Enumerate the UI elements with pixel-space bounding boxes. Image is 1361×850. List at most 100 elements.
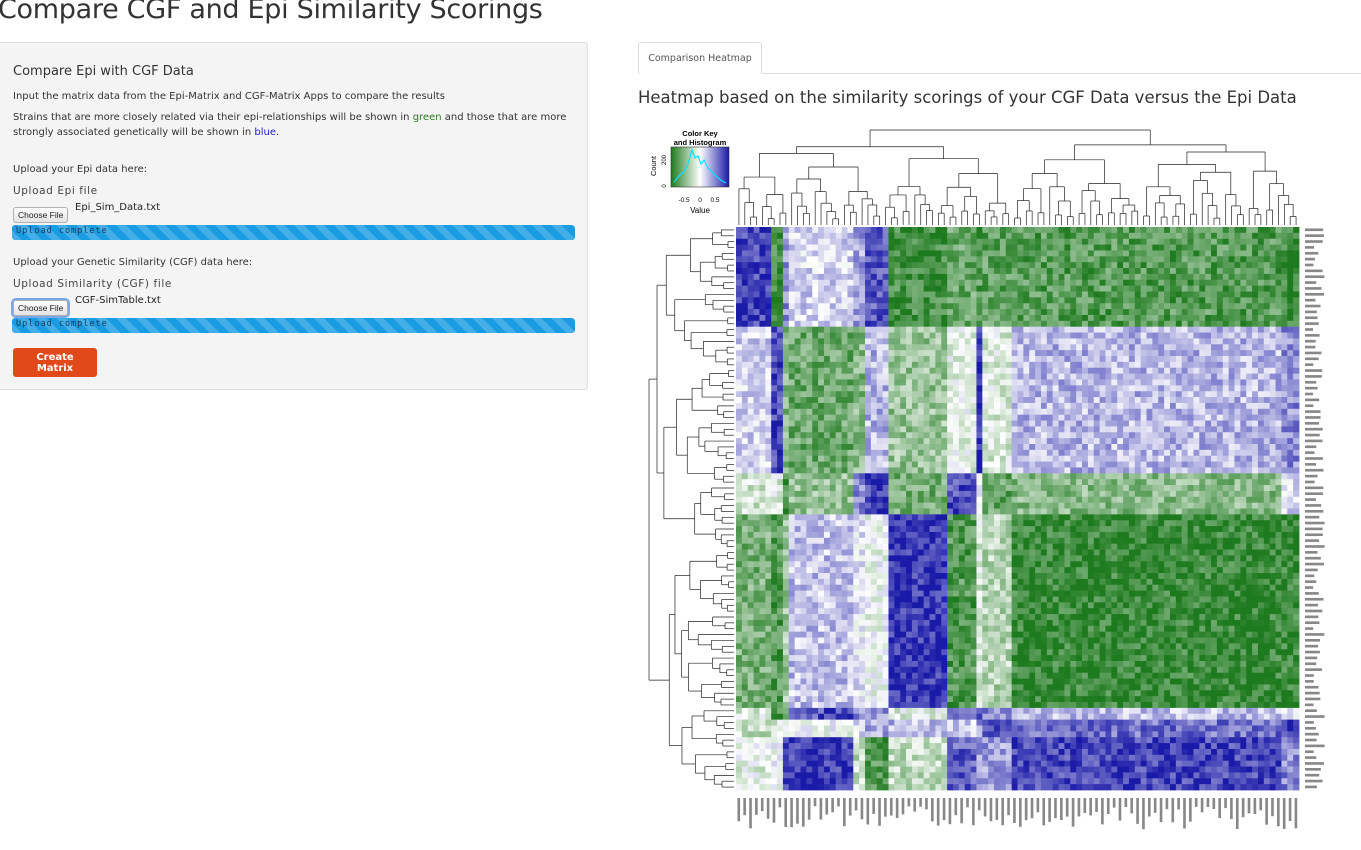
- heatmap-cell: [1140, 232, 1147, 240]
- key-ytick-200: 200: [662, 154, 668, 165]
- heatmap-cell: [1246, 227, 1253, 234]
- heatmap-cell: [999, 344, 1007, 351]
- heatmap-cell: [1029, 238, 1036, 245]
- heatmap-cell: [917, 238, 925, 245]
- heatmap-cell: [1234, 344, 1241, 351]
- heatmap-cell: [835, 350, 842, 357]
- heatmap-cell: [1228, 285, 1235, 292]
- heatmap-cell: [941, 320, 948, 328]
- heatmap-cell: [841, 344, 848, 351]
- heatmap-cell: [771, 473, 778, 480]
- heatmap-cell: [1240, 414, 1247, 421]
- heatmap-cell: [759, 244, 766, 251]
- heatmap-cell: [1222, 432, 1230, 439]
- heatmap-cell: [765, 250, 772, 257]
- heatmap-cell: [1011, 373, 1018, 380]
- heatmap-cell: [1123, 279, 1130, 287]
- heatmap-cell: [1070, 449, 1077, 457]
- heatmap-cell: [911, 350, 919, 357]
- heatmap-cell: [771, 449, 778, 457]
- heatmap-cell: [923, 303, 930, 310]
- heatmap-cell: [1076, 262, 1083, 269]
- heatmap-cell: [753, 250, 760, 257]
- heatmap-cell: [1164, 273, 1171, 281]
- heatmap-cell: [1134, 279, 1142, 287]
- heatmap-cell: [1052, 379, 1059, 386]
- heatmap-cell: [1275, 344, 1282, 351]
- heatmap-cell: [782, 279, 790, 287]
- cgf-choose-file-button[interactable]: Choose File: [13, 300, 69, 316]
- heatmap-cell: [765, 314, 772, 322]
- heatmap-cell: [812, 426, 819, 433]
- heatmap-cell: [1058, 402, 1065, 410]
- heatmap-cell: [736, 320, 743, 328]
- create-matrix-button[interactable]: Create Matrix: [13, 348, 97, 377]
- heatmap-cell: [853, 432, 860, 439]
- heatmap-cell: [1123, 379, 1130, 386]
- heatmap-cell: [1023, 402, 1030, 410]
- key-tick-zero: 0: [698, 197, 702, 204]
- heatmap-cell: [1146, 273, 1153, 281]
- heatmap-cell: [747, 285, 754, 292]
- heatmap-cell: [1058, 268, 1065, 275]
- heatmap-cell: [1146, 432, 1153, 439]
- heatmap-cell: [911, 426, 919, 433]
- heatmap-cell: [823, 473, 831, 480]
- heatmap-cell: [736, 285, 743, 292]
- heatmap-cell: [1228, 432, 1235, 439]
- heatmap-cell: [999, 332, 1007, 339]
- heatmap-cell: [859, 367, 866, 375]
- heatmap-cell: [782, 373, 790, 380]
- heatmap-cell: [1128, 397, 1136, 404]
- heatmap-cell: [1269, 309, 1276, 316]
- heatmap-cell: [876, 232, 884, 240]
- heatmap-cell: [1023, 391, 1030, 398]
- heatmap-cell: [829, 455, 837, 462]
- heatmap-cell: [876, 344, 884, 351]
- heatmap-cell: [1146, 314, 1153, 322]
- heatmap-cell: [1146, 291, 1153, 298]
- heatmap-cell: [1205, 432, 1212, 439]
- heatmap-cell: [1205, 227, 1212, 234]
- epi-choose-file-button[interactable]: Choose File: [13, 207, 69, 223]
- heatmap-cell: [812, 438, 819, 445]
- heatmap-cell: [923, 379, 930, 386]
- tab-comparison-heatmap[interactable]: Comparison Heatmap: [638, 42, 762, 74]
- heatmap-cell: [964, 227, 971, 234]
- heatmap-cell: [1181, 262, 1188, 269]
- heatmap-cell: [765, 297, 772, 304]
- heatmap-cell: [1275, 414, 1282, 421]
- heatmap-cell: [841, 455, 848, 462]
- heatmap-cell: [771, 332, 778, 339]
- heatmap-cell: [1040, 397, 1048, 404]
- heatmap-cell: [1111, 273, 1118, 281]
- heatmap-cell: [870, 338, 878, 345]
- heatmap-cell: [753, 227, 760, 234]
- heatmap-cell: [1228, 449, 1235, 457]
- heatmap-cell: [1046, 461, 1054, 468]
- heatmap-cell: [806, 291, 813, 298]
- heatmap-cell: [1246, 309, 1253, 316]
- heatmap-cell: [900, 473, 907, 480]
- heatmap-cell: [1281, 244, 1288, 251]
- heatmap-cell: [964, 238, 971, 245]
- heatmap-cell: [747, 303, 754, 310]
- heatmap-cell: [1257, 268, 1265, 275]
- heatmap-cell: [1076, 467, 1083, 474]
- heatmap-cell: [1193, 291, 1200, 298]
- heatmap-cell: [1205, 344, 1212, 351]
- heatmap-cell: [853, 227, 860, 234]
- heatmap-cell: [982, 256, 989, 263]
- heatmap-cell: [812, 391, 819, 398]
- heatmap-cell: [958, 367, 966, 375]
- heatmap-cell: [929, 397, 936, 404]
- heatmap-cell: [1169, 338, 1177, 345]
- heatmap-cell: [865, 485, 872, 492]
- heatmap-cell: [994, 250, 1001, 257]
- heatmap-cell: [800, 461, 807, 468]
- heatmap-cell: [1123, 356, 1130, 363]
- heatmap-cell: [1105, 414, 1112, 421]
- heatmap-cell: [818, 420, 825, 427]
- heatmap-cell: [894, 361, 901, 369]
- heatmap-cell: [1082, 373, 1089, 380]
